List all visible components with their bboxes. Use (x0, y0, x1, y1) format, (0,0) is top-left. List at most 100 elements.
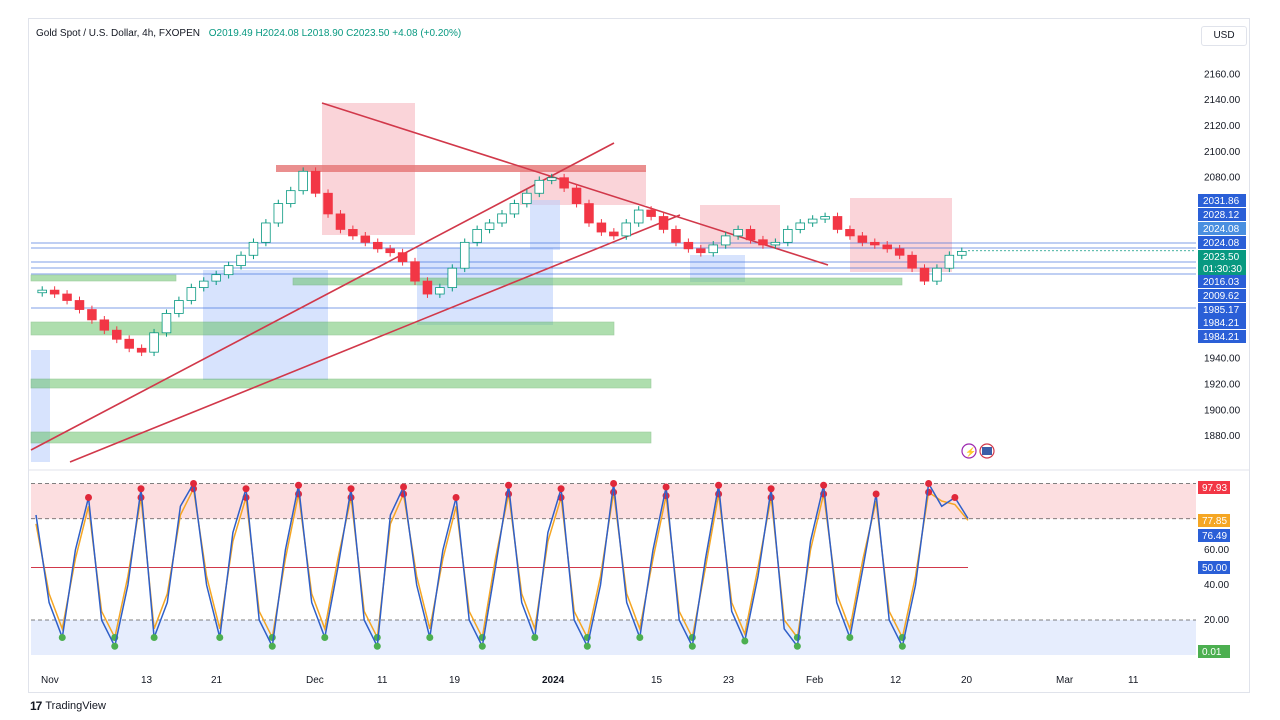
candle-body (211, 274, 221, 282)
oversold-signal-dot (58, 634, 66, 641)
osc-level-label: 50.00 (1202, 563, 1227, 574)
candle-body (112, 329, 122, 340)
candle-body (298, 170, 308, 192)
price-badge-label: 1984.21 (1203, 318, 1240, 329)
oversold-signal-dot (583, 642, 591, 650)
candle-body (397, 252, 408, 263)
time-tick-label: 11 (1128, 675, 1139, 686)
candle-body (136, 347, 147, 353)
price-badge-label: 1985.17 (1203, 305, 1240, 316)
candle-body (236, 254, 246, 267)
candle-body (944, 254, 955, 269)
oversold-signal-dot (846, 634, 854, 641)
overbought-signal-dot (452, 494, 460, 501)
candle-body (161, 313, 172, 334)
oversold-signal-dot (793, 642, 801, 650)
price-badge (1198, 316, 1246, 329)
price-badge-label: 2024.08 (1203, 238, 1240, 249)
oversold-signal-dot (321, 634, 329, 641)
overbought-signal-dot (242, 485, 250, 493)
overbought-signal-dot (925, 488, 933, 496)
oversold-signal-dot (793, 634, 801, 641)
tradingview-brand[interactable]: 17 TradingView (30, 699, 106, 713)
time-tick-label: 12 (890, 675, 902, 686)
trendline-up-1 (30, 142, 615, 451)
ohlc-values: O2019.49 H2024.08 L2018.90 C2023.50 +4.0… (208, 28, 462, 39)
candle-body (795, 222, 805, 230)
price-badge (1198, 275, 1246, 288)
price-tick-label: 1880.00 (1204, 431, 1241, 442)
candle-body (646, 209, 656, 217)
candle-body (658, 216, 669, 230)
price-tick-label: 1920.00 (1204, 379, 1241, 390)
candle-body (410, 261, 420, 282)
support-zone (292, 277, 903, 286)
price-badge-label: 1984.21 (1203, 332, 1240, 343)
price-tick-label: 2160.00 (1204, 69, 1241, 80)
time-tick-label: 13 (141, 675, 153, 686)
candle-body (758, 239, 768, 246)
time-tick-label: 2024 (542, 675, 565, 686)
overbought-signal-dot (767, 485, 775, 493)
oversold-signal-dot (478, 642, 486, 650)
candle-body (596, 222, 607, 233)
price-badge-label: 01:30:30 (1203, 264, 1242, 275)
price-badge (1198, 289, 1246, 302)
candle-body (708, 244, 719, 254)
lightning-glyph: ⚡ (965, 446, 976, 458)
candle-body (37, 289, 47, 294)
candle-body (335, 213, 346, 230)
time-tick-label: 23 (723, 675, 735, 686)
oversold-signal-dot (216, 634, 224, 641)
demand-zone (690, 255, 745, 282)
time-tick-label: 11 (377, 675, 388, 686)
candle-body (422, 280, 433, 295)
candle-body (472, 229, 482, 243)
support-zone (30, 378, 652, 389)
candle-body (174, 300, 184, 314)
candle-body (845, 229, 855, 237)
oversold-signal-dot (150, 634, 158, 641)
osc-level-label: 0.01 (1202, 647, 1222, 658)
overbought-signal-dot (557, 485, 565, 493)
price-badge (1198, 262, 1246, 275)
overbought-signal-dot (137, 485, 145, 493)
candle-body (323, 192, 333, 215)
time-tick-label: Mar (1056, 675, 1074, 686)
time-tick-label: 21 (211, 675, 223, 686)
candle-body (261, 222, 271, 243)
symbol-title: Gold Spot / U.S. Dollar, 4h, FXOPEN (36, 28, 200, 39)
candle-body (571, 187, 582, 204)
candle-body (870, 241, 880, 246)
candle-body (199, 280, 209, 288)
time-tick-label: Nov (41, 675, 59, 686)
price-badge (1198, 330, 1246, 343)
price-badge-label: 2028.12 (1203, 210, 1240, 221)
candle-body (609, 231, 619, 237)
candle-body (459, 241, 470, 269)
currency-button[interactable]: USD (1201, 26, 1247, 46)
osc-level-badge (1198, 645, 1230, 658)
candle-body (223, 265, 234, 276)
candle-body (186, 287, 197, 301)
lightning-event-icon (961, 443, 977, 459)
brand-label: TradingView (45, 700, 106, 712)
oversold-signal-dot (111, 642, 119, 650)
overbought-signal-dot (190, 480, 198, 487)
candle-body (807, 218, 818, 224)
time-tick-label: 15 (651, 675, 663, 686)
candle-body (285, 190, 296, 204)
candle-body (49, 289, 60, 295)
candle-body (907, 254, 917, 269)
candles-layer (37, 167, 967, 357)
candle-body (87, 309, 97, 321)
osc-level-badge (1198, 561, 1230, 574)
candle-body (149, 332, 159, 353)
oversold-zone (31, 620, 1196, 655)
price-badge (1198, 222, 1246, 235)
us-flag-glyph (982, 447, 992, 455)
candle-body (820, 216, 830, 220)
price-tick-label: 2140.00 (1204, 95, 1241, 106)
osc-level-label: 76.49 (1202, 531, 1227, 542)
